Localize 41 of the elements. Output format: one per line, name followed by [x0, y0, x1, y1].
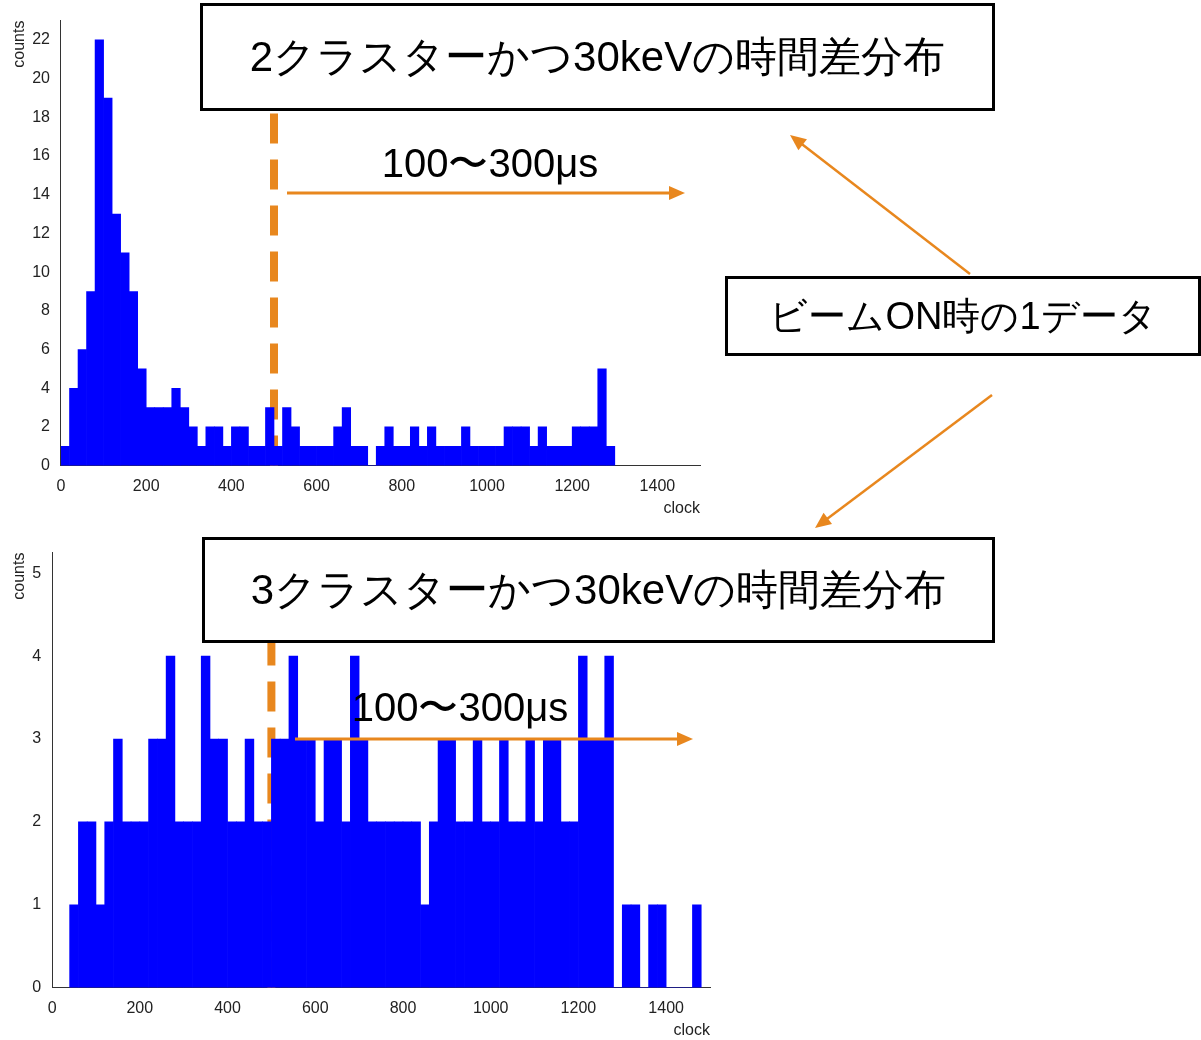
y-tick-label: 5 — [32, 563, 42, 581]
x-tick-label: 800 — [389, 998, 417, 1016]
x-tick-label: 1200 — [554, 476, 591, 494]
y-tick-label: 2 — [41, 417, 51, 435]
y-tick-label: 4 — [32, 646, 42, 664]
x-tick-label: 600 — [301, 998, 329, 1016]
x-axis-title: clock — [663, 498, 701, 516]
x-tick-label: 0 — [56, 476, 66, 494]
y-tick-label: 2 — [32, 812, 42, 830]
x-tick-label: 800 — [388, 476, 416, 494]
y-tick-label: 14 — [32, 185, 51, 203]
y-tick-label: 20 — [32, 69, 51, 87]
y-tick-label: 22 — [32, 30, 51, 48]
x-tick-label: 1200 — [560, 998, 597, 1016]
y-tick-label: 6 — [41, 339, 51, 357]
x-tick-label: 600 — [303, 476, 331, 494]
chart-title: 3クラスターかつ30keVの時間差分布 — [202, 537, 995, 643]
y-tick-label: 12 — [32, 223, 51, 241]
y-tick-label: 16 — [32, 146, 51, 164]
x-tick-label: 1400 — [648, 998, 685, 1016]
y-tick-label: 10 — [32, 262, 51, 280]
y-tick-label: 0 — [41, 456, 51, 474]
y-tick-label: 3 — [32, 729, 42, 747]
x-tick-label: 400 — [214, 998, 241, 1016]
y-tick-label: 8 — [41, 301, 51, 319]
y-tick-label: 1 — [32, 895, 42, 913]
x-tick-label: 200 — [132, 476, 160, 494]
y-axis-title: counts — [10, 20, 28, 68]
chart-title: 2クラスターかつ30keVの時間差分布 — [200, 3, 995, 111]
text: ビームON時の1データ — [725, 276, 1201, 356]
y-tick-label: 18 — [32, 107, 51, 125]
x-tick-label: 400 — [218, 476, 245, 494]
annotation: 100〜300μs — [380, 140, 600, 187]
y-tick-label: 0 — [32, 978, 42, 996]
x-tick-label: 1400 — [639, 476, 676, 494]
x-tick-label: 200 — [126, 998, 154, 1016]
y-axis-title: counts — [10, 552, 28, 600]
x-tick-label: 1000 — [469, 476, 505, 494]
x-tick-label: 1000 — [472, 998, 509, 1016]
x-axis-title: clock — [673, 1020, 711, 1038]
y-tick-label: 4 — [41, 378, 51, 396]
